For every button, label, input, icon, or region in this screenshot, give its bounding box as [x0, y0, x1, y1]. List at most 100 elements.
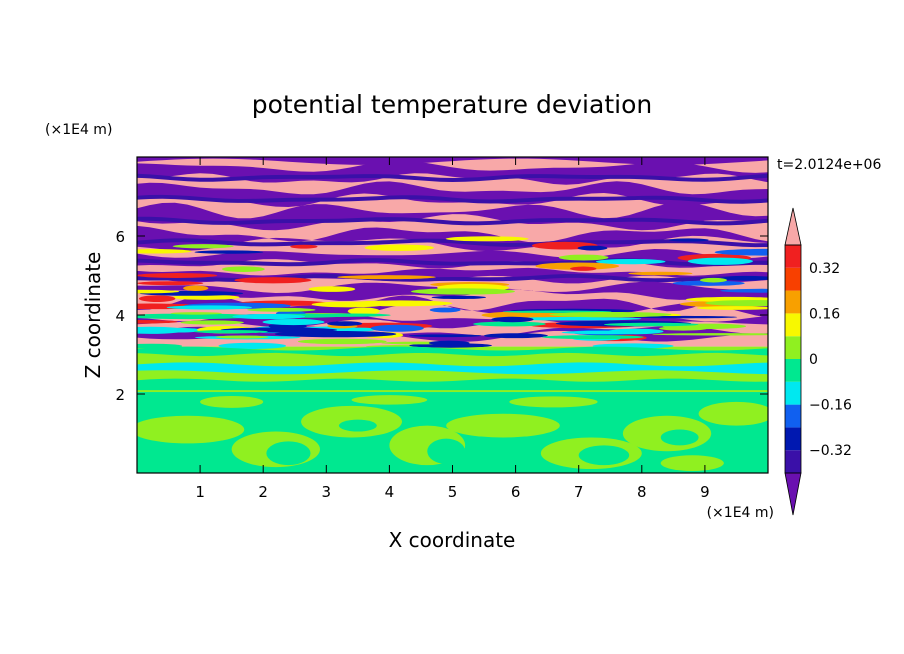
contour-streak [311, 301, 386, 308]
colorbar-segment [785, 427, 801, 451]
colorbar-max-arrow [784, 207, 802, 246]
contour-filament [274, 330, 397, 338]
x-tick-label: 9 [700, 483, 710, 501]
colorbar-tick-label: −0.32 [809, 443, 852, 459]
contour-streak [138, 295, 176, 302]
colorbar-tick-label: 0 [809, 352, 818, 368]
contour-filament [658, 326, 708, 331]
convective-core [427, 438, 466, 464]
convective-plume [698, 401, 768, 426]
x-tick-label: 8 [637, 483, 647, 501]
contour-streak [628, 271, 693, 276]
contour-streak [172, 294, 240, 300]
contour-streak [172, 244, 234, 249]
contour-band [137, 249, 768, 269]
contour-streak [687, 257, 753, 265]
contour-streak [668, 238, 709, 242]
colorbar: 0.32 0.16 0 −0.16 −0.32 [784, 207, 852, 516]
contour-band [137, 202, 768, 231]
colorbar-segment [785, 359, 801, 382]
contour-streak [364, 244, 434, 251]
x-tick-label: 7 [574, 483, 584, 501]
contour-streak [137, 249, 192, 254]
contour-streak [410, 288, 515, 295]
contour-band-edge [137, 173, 768, 182]
y-axis: 2 4 6 [115, 228, 768, 404]
x-tick-label: 1 [195, 483, 205, 501]
x-tick-label: 4 [385, 483, 395, 501]
contour-streak [327, 321, 363, 326]
contour-streak [696, 306, 768, 310]
contour-streak [700, 277, 727, 283]
x-tick-label: 2 [258, 483, 268, 501]
convective-plume [446, 413, 560, 438]
contour-band-edge [137, 216, 768, 226]
contour-streak [431, 295, 487, 300]
contour-filament [608, 328, 664, 335]
contour-filament [652, 333, 768, 336]
convective-plume [351, 395, 428, 405]
contour-band-edge [137, 238, 768, 248]
contour-streak [714, 248, 768, 256]
colorbar-segment [785, 245, 801, 268]
contour-band-edge [137, 194, 768, 204]
colorbar-tick-label: 0.32 [809, 261, 840, 277]
contour-filament [232, 313, 306, 320]
contour-filament [180, 320, 244, 325]
contour-streak [137, 281, 204, 286]
x-tick-label: 6 [511, 483, 521, 501]
contour-streak [720, 288, 768, 293]
contour-filament [541, 335, 644, 340]
convective-plume [200, 395, 264, 408]
x-tick-label: 5 [448, 483, 458, 501]
contour-filament [409, 334, 482, 338]
y-axis-label: Z coordinate [81, 252, 105, 379]
contour-filament [507, 316, 642, 321]
contour-filament [297, 338, 387, 345]
contour-streak [159, 327, 201, 333]
colorbar-segment [785, 381, 801, 405]
contour-filament [603, 322, 699, 327]
y-tick-label: 6 [115, 228, 125, 246]
contour-streak [535, 262, 620, 270]
contour-filament [491, 316, 534, 323]
contour-streak [194, 250, 264, 254]
contour-field [137, 157, 768, 473]
x-tick-label: 3 [322, 483, 332, 501]
colorbar-segment [785, 313, 801, 337]
contour-streak [445, 236, 529, 242]
contour-band-edge [137, 273, 768, 283]
contour-filament [633, 315, 738, 319]
contour-streak [483, 333, 548, 339]
colorbar-frame [784, 244, 802, 474]
contour-streak [558, 254, 609, 261]
convective-core [660, 429, 699, 446]
contour-streak [234, 277, 312, 284]
contour-filament [215, 335, 269, 339]
convective-core [266, 441, 311, 466]
contour-filament [247, 307, 316, 312]
contour-streak [308, 286, 356, 292]
convective-plume [660, 455, 724, 472]
contour-streak [672, 280, 745, 286]
contour-filament [549, 311, 672, 318]
contour-filament [137, 313, 258, 320]
contour-filament [313, 313, 391, 317]
contour-filament [262, 318, 325, 326]
contour-filament [409, 343, 492, 348]
contour-streak [370, 324, 424, 332]
y-tick-label: 2 [115, 386, 125, 404]
contour-streak [570, 266, 597, 271]
x-axis-label: X coordinate [389, 528, 516, 552]
contour-band-teal [137, 378, 768, 391]
contour-streak [137, 273, 218, 278]
contour-band-cyan [137, 362, 768, 375]
colorbar-min-arrow [784, 472, 802, 516]
x-unit-label: (×1E4 m) [707, 505, 774, 521]
contour-streak [577, 245, 608, 251]
time-label: t=2.0124e+06 [777, 157, 881, 173]
contour-streak [137, 289, 180, 294]
contour-streak [221, 266, 265, 273]
convective-plume [137, 415, 245, 444]
colorbar-segment [785, 267, 801, 291]
